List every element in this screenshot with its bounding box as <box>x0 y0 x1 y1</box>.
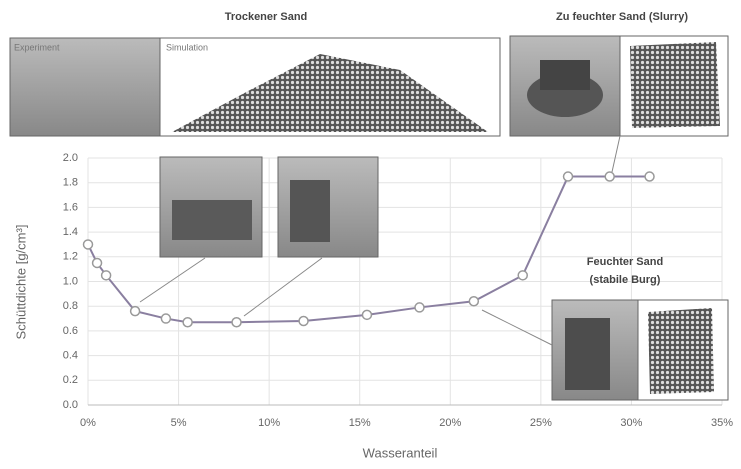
data-point <box>231 317 242 328</box>
x-tick-label: 35% <box>711 417 733 429</box>
photo-object <box>540 60 590 90</box>
image-label: Simulation <box>166 42 208 52</box>
arrows <box>139 135 621 346</box>
y-tick-label: 1.2 <box>63 251 78 263</box>
simulation-block <box>648 308 714 394</box>
y-tick-label: 0.6 <box>63 325 78 337</box>
y-tick-label: 1.8 <box>63 177 78 189</box>
y-tick-label: 1.0 <box>63 275 78 287</box>
photo-object <box>565 318 610 390</box>
x-tick-label: 0% <box>80 417 96 429</box>
x-tick-label: 15% <box>349 417 371 429</box>
photo-object <box>290 180 330 242</box>
x-tick-label: 5% <box>171 417 187 429</box>
data-point <box>129 305 141 317</box>
data-point <box>160 313 172 324</box>
y-tick-label: 0.2 <box>63 374 78 386</box>
data-point <box>414 302 425 313</box>
data-point <box>644 171 655 182</box>
y-tick-label: 0.4 <box>63 350 78 362</box>
y-axis-label: Schüttdichte [g/cm³] <box>13 225 28 340</box>
data-point <box>517 270 528 281</box>
y-tick-label: 2.0 <box>63 152 78 164</box>
plot-area: 0.0 0.2 0.4 0.6 0.8 1.0 1.2 1.4 1.6 1.8 2.0 0% 5% 10%… <box>63 152 734 429</box>
data-point <box>100 270 112 281</box>
y-tick-label: 0.0 <box>63 399 78 411</box>
data-point <box>298 315 309 327</box>
x-tick-label: 25% <box>530 417 552 429</box>
data-point <box>91 257 103 269</box>
annotation: (stabile Burg) <box>590 274 661 286</box>
x-axis-label: Wasseranteil <box>363 445 438 460</box>
image-label: Experiment <box>14 42 60 52</box>
x-tick-label: 10% <box>258 417 280 429</box>
simulation-pile <box>172 54 488 132</box>
data-point <box>361 309 373 321</box>
photo <box>9 37 161 137</box>
data-point <box>468 296 480 307</box>
simulation-block <box>630 42 720 128</box>
data-point <box>604 171 615 182</box>
x-tick-label: 30% <box>620 417 642 429</box>
annotation: Feuchter Sand <box>587 256 663 268</box>
data-point <box>82 239 94 250</box>
annotation: Zu feuchter Sand (Slurry) <box>556 11 688 23</box>
y-tick-label: 1.6 <box>63 201 78 213</box>
photo-object <box>172 200 252 240</box>
x-tick-label: 20% <box>439 417 461 429</box>
data-point <box>182 317 193 328</box>
data-point <box>562 171 574 182</box>
y-tick-label: 1.4 <box>63 226 78 238</box>
y-tick-label: 0.8 <box>63 300 78 312</box>
annotation: Trockener Sand <box>225 11 308 23</box>
